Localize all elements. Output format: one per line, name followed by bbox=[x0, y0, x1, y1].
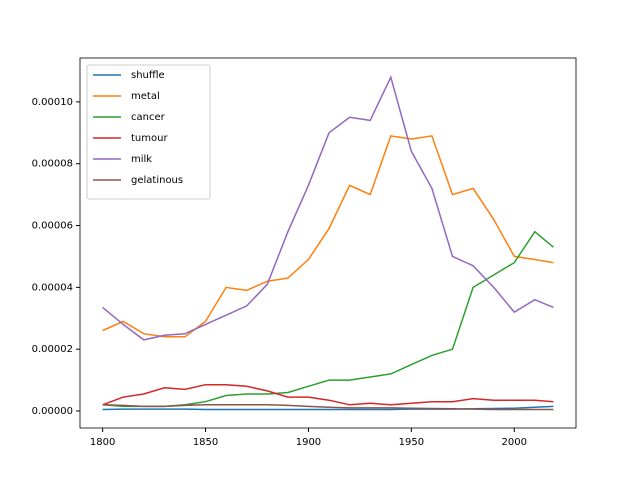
y-tick-label: 0.00010 bbox=[32, 97, 73, 108]
y-tick-label: 0.00006 bbox=[32, 221, 73, 232]
x-tick-label: 1850 bbox=[193, 437, 218, 448]
legend-label: cancer bbox=[131, 112, 166, 123]
legend-box bbox=[86, 64, 211, 200]
y-tick-label: 0.00008 bbox=[32, 159, 73, 170]
legend-label: shuffle bbox=[131, 70, 165, 81]
line bbox=[102, 135, 554, 338]
legend-label: metal bbox=[131, 91, 160, 102]
line bbox=[102, 230, 554, 408]
line bbox=[102, 383, 554, 406]
y-tick-label: 0.00002 bbox=[32, 344, 73, 355]
x-tick-label: 1800 bbox=[90, 437, 115, 448]
y-tick-label: 0.00000 bbox=[32, 406, 73, 417]
plot-frame bbox=[79, 57, 577, 429]
legend-label: tumour bbox=[131, 133, 168, 144]
line bbox=[102, 404, 554, 411]
x-tick-label: 2000 bbox=[502, 437, 527, 448]
legend-label: milk bbox=[131, 154, 152, 165]
x-tick-label: 1950 bbox=[399, 437, 424, 448]
line bbox=[102, 75, 554, 341]
y-tick-label: 0.00004 bbox=[32, 282, 73, 293]
legend-label: gelatinous bbox=[131, 175, 183, 186]
x-tick-label: 1900 bbox=[296, 437, 321, 448]
